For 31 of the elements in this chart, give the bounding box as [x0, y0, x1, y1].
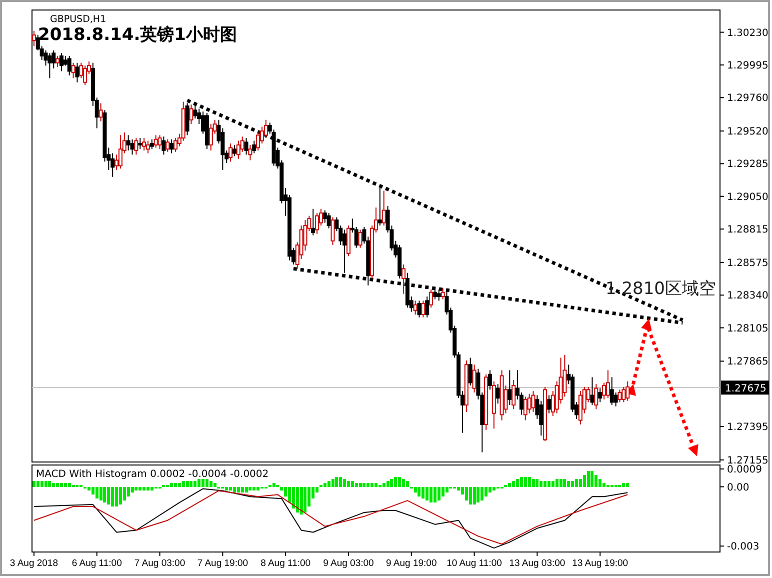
x-tick-label: 7 Aug 03:00 — [134, 558, 186, 569]
x-tick-label: 13 Aug 19:00 — [572, 558, 628, 569]
y-tick-label: 1.30230 — [727, 28, 768, 39]
x-tick-label: 8 Aug 11:00 — [260, 558, 311, 569]
x-tick-label: 13 Aug 03:00 — [509, 558, 566, 569]
x-tick-label: 9 Aug 03:00 — [323, 558, 374, 569]
y-tick-label: 1.29285 — [727, 159, 768, 170]
y-tick-label: 1.28575 — [727, 258, 768, 269]
x-tick-label: 6 Aug 11:00 — [72, 558, 122, 569]
y-tick-label: 1.28340 — [727, 290, 768, 302]
x-tick-label: 3 Aug 2018 — [10, 558, 58, 569]
ref-line-label: 1.27675 — [725, 384, 766, 395]
y-tick-label: 1.27865 — [727, 356, 768, 368]
chart-title: MACD With Histogram 0.0002 -0.0004 -0.0002 — [36, 469, 269, 480]
y-tick-label: 1.28815 — [727, 224, 768, 236]
y-tick-label: 1.27395 — [727, 422, 768, 434]
y-tick-label: 0.0009 — [727, 464, 762, 476]
x-tick-label: 7 Aug 19:00 — [197, 558, 248, 569]
text: GBPUSD,H1 — [50, 14, 106, 25]
y-tick-label: 1.27155 — [727, 455, 768, 466]
x-tick-label: 9 Aug 19:00 — [386, 558, 437, 569]
x-tick-label: 10 Aug 11:00 — [446, 558, 502, 569]
annotation: 1.2810区域空 — [606, 279, 716, 300]
y-tick-label: 1.29760 — [727, 93, 768, 104]
y-tick-label: 0.00 — [727, 482, 750, 494]
text: 2018.8.14.英镑1小时图 — [38, 25, 238, 45]
y-tick-label: -0.003 — [727, 542, 760, 553]
y-tick-label: 1.29520 — [727, 126, 768, 138]
y-tick-label: 1.28105 — [727, 323, 768, 334]
y-tick-label: 1.29050 — [727, 192, 768, 203]
y-tick-label: 1.29995 — [727, 60, 768, 72]
